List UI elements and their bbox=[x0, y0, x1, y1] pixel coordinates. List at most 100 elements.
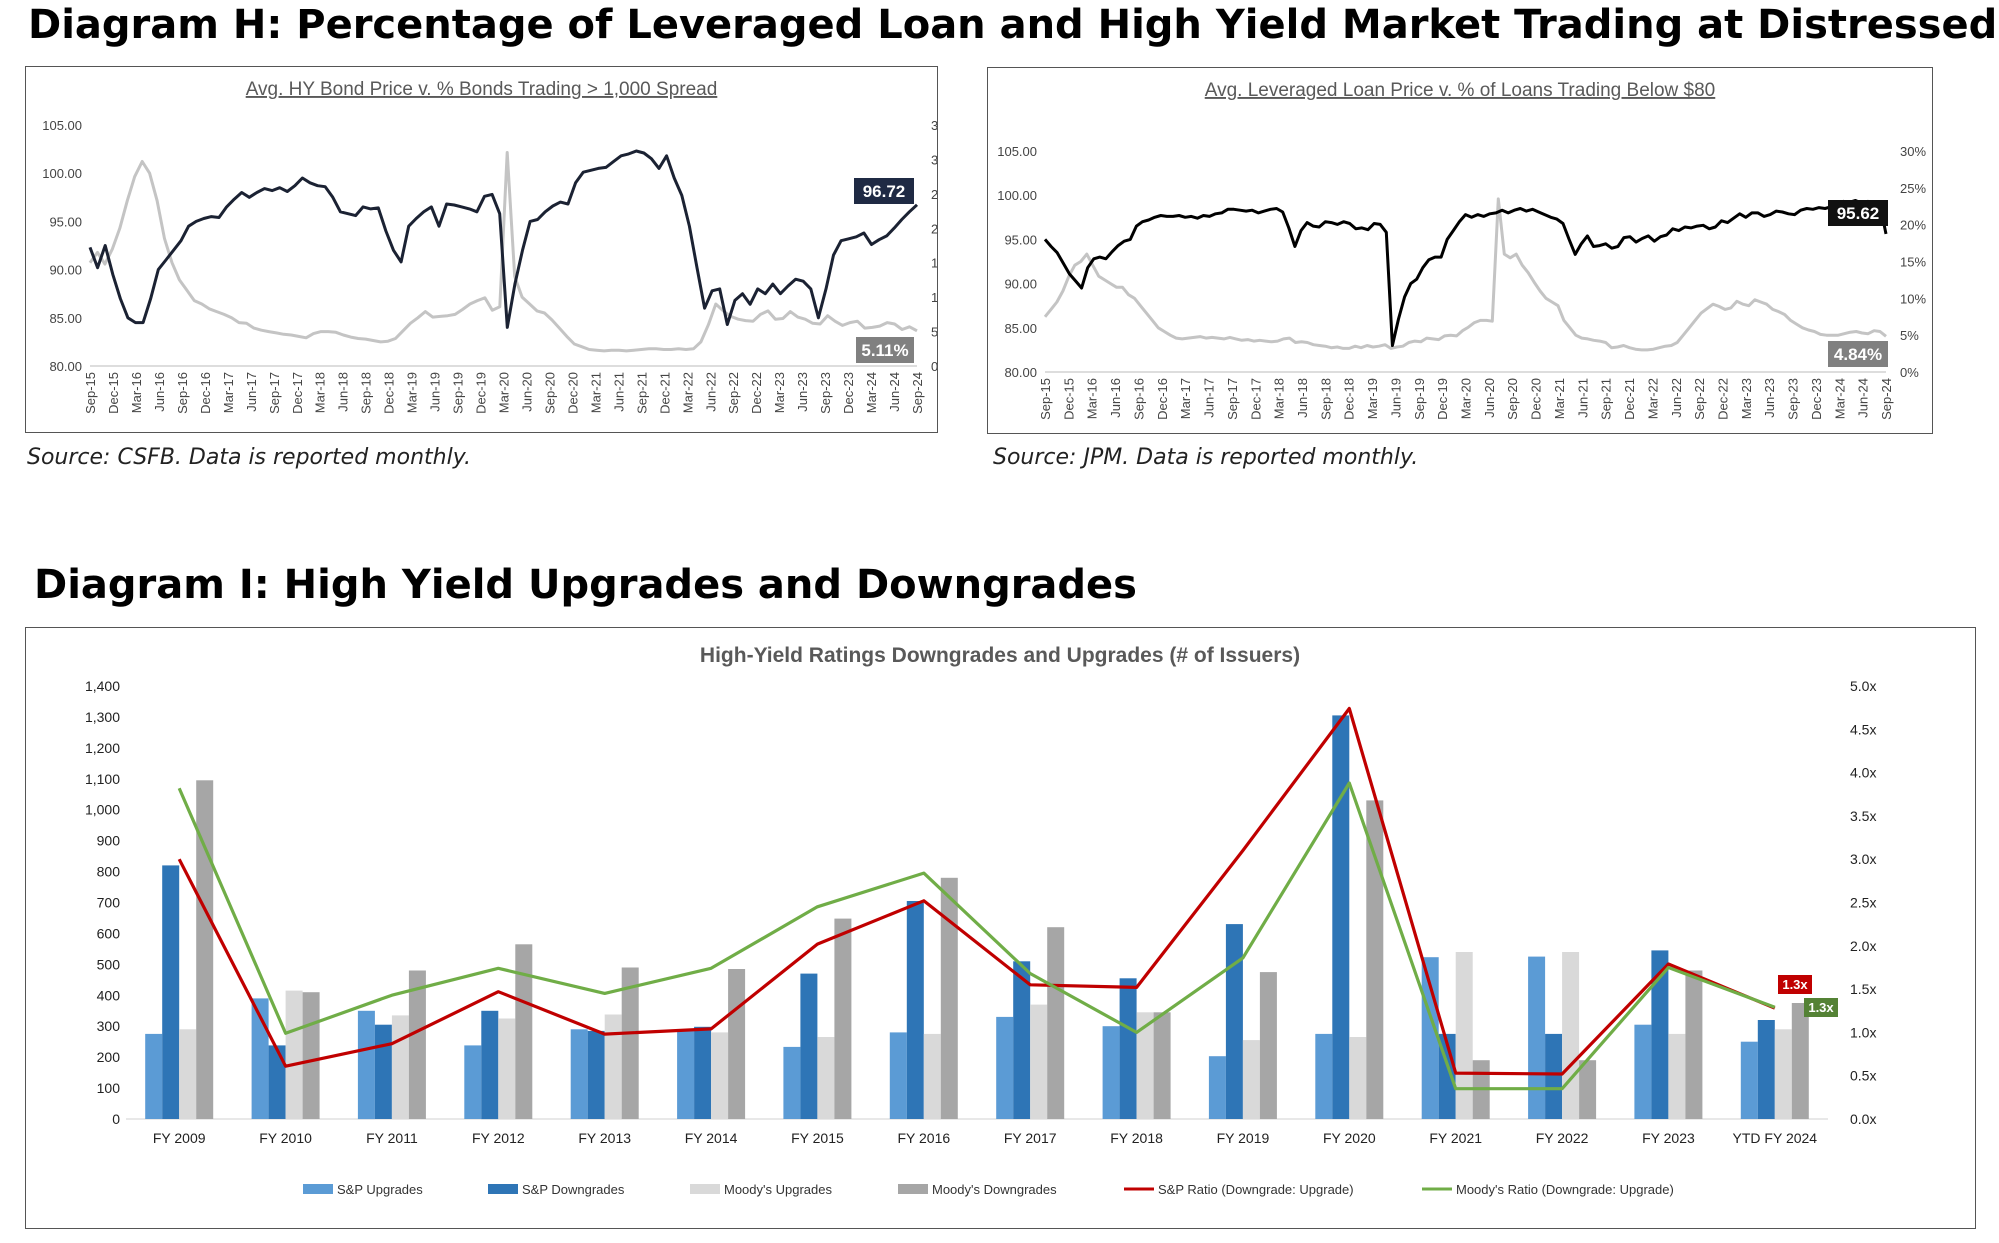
y-right-tick-label: 2.5x bbox=[1850, 895, 1876, 911]
moodys-upgrades-bar bbox=[1774, 1029, 1792, 1119]
y-right-tick-label: 25% bbox=[931, 187, 937, 202]
distressed-callout-box bbox=[856, 337, 914, 363]
x-tick-label: Jun-17 bbox=[244, 372, 259, 412]
moodys-downgrades-bar bbox=[196, 780, 214, 1119]
sp-ratio-callout-box bbox=[1778, 975, 1812, 994]
moodys-upgrades-bar bbox=[817, 1037, 835, 1119]
y-left-tick-label: 90.00 bbox=[49, 263, 82, 278]
sp-upgrades-bar bbox=[996, 1016, 1014, 1119]
diagram-i-heading: Diagram I: High Yield Upgrades and Downg… bbox=[34, 562, 1137, 608]
x-tick-label: Dec-18 bbox=[382, 372, 397, 414]
y-right-tick-label: 10% bbox=[931, 290, 937, 305]
price-callout-box bbox=[854, 178, 914, 204]
moodys-ratio-line bbox=[177, 781, 1776, 1091]
x-tick-label: Sep-16 bbox=[175, 372, 190, 414]
moodys-upgrades-bar bbox=[711, 1032, 729, 1119]
y-left-tick-label: 600 bbox=[97, 925, 121, 941]
x-tick-label: Dec-20 bbox=[1529, 378, 1544, 420]
x-tick-label: Sep-19 bbox=[1412, 378, 1427, 420]
x-tick-label: Sep-20 bbox=[542, 372, 557, 414]
y-left-tick-label: 105.00 bbox=[42, 118, 82, 133]
y-right-tick-label: 5% bbox=[931, 325, 937, 340]
moodys-upgrades-bar bbox=[1455, 952, 1473, 1119]
moodys-upgrades-bar bbox=[179, 1029, 197, 1119]
category-label: FY 2021 bbox=[1429, 1130, 1482, 1146]
y-right-tick-label: 4.5x bbox=[1850, 721, 1876, 737]
x-tick-label: Jun-19 bbox=[428, 372, 443, 412]
x-tick-label: Dec-23 bbox=[841, 372, 856, 414]
category-label: YTD FY 2024 bbox=[1733, 1130, 1818, 1146]
distressed-callout-label: 4.84% bbox=[1834, 345, 1882, 364]
x-tick-label: Sep-18 bbox=[359, 372, 374, 414]
y-left-tick-label: 1,000 bbox=[85, 802, 120, 818]
moodys-ratio-callout-box bbox=[1804, 998, 1838, 1017]
hy-ratings-chart: High-Yield Ratings Downgrades and Upgrad… bbox=[25, 627, 1976, 1229]
category-label: FY 2014 bbox=[685, 1130, 738, 1146]
y-left-tick-label: 1,300 bbox=[85, 709, 120, 725]
moodys-downgrades-bar bbox=[621, 967, 639, 1119]
legend-moodys-downgrades-label: Moody's Downgrades bbox=[932, 1182, 1057, 1197]
y-right-tick-label: 0.0x bbox=[1850, 1111, 1876, 1127]
x-tick-label: Jun-24 bbox=[887, 372, 902, 412]
y-right-tick-label: 0% bbox=[931, 359, 937, 374]
legend-moodys-upgrades-swatch bbox=[690, 1184, 720, 1194]
x-tick-label: Jun-18 bbox=[1295, 378, 1310, 418]
x-tick-label: Sep-18 bbox=[1318, 378, 1333, 420]
legend-moodys-ratio-label: Moody's Ratio (Downgrade: Upgrade) bbox=[1456, 1182, 1674, 1197]
sp-upgrades-bar bbox=[677, 1030, 695, 1119]
y-left-tick-label: 80.00 bbox=[1004, 365, 1037, 380]
sp-downgrades-bar bbox=[1225, 924, 1243, 1119]
x-tick-label: Mar-19 bbox=[1365, 378, 1380, 419]
x-tick-label: Jun-19 bbox=[1388, 378, 1403, 418]
x-tick-label: Jun-21 bbox=[1575, 378, 1590, 418]
category-label: FY 2011 bbox=[366, 1130, 418, 1146]
legend-sp-upgrades-swatch bbox=[303, 1184, 333, 1194]
chart-title: Avg. Leveraged Loan Price v. % of Loans … bbox=[1205, 80, 1716, 101]
category-label: FY 2019 bbox=[1217, 1130, 1270, 1146]
diagram-h-heading: Diagram H: Percentage of Leveraged Loan … bbox=[28, 2, 1998, 48]
x-tick-label: Dec-22 bbox=[749, 372, 764, 414]
x-tick-label: Sep-24 bbox=[910, 372, 925, 414]
x-tick-label: Sep-22 bbox=[1692, 378, 1707, 420]
x-tick-label: Mar-23 bbox=[1739, 378, 1754, 419]
y-right-tick-label: 3.5x bbox=[1850, 808, 1876, 824]
y-right-tick-label: 30% bbox=[1900, 144, 1926, 159]
x-tick-label: Jun-23 bbox=[1762, 378, 1777, 418]
x-tick-label: Sep-21 bbox=[634, 372, 649, 414]
y-left-tick-label: 1,200 bbox=[85, 740, 120, 756]
x-tick-label: Dec-16 bbox=[1155, 378, 1170, 420]
y-left-tick-label: 95.00 bbox=[1004, 232, 1037, 247]
hy-bond-price-svg: Avg. HY Bond Price v. % Bonds Trading > … bbox=[42, 79, 937, 414]
sp-downgrades-bar bbox=[694, 1026, 712, 1119]
y-left-tick-label: 80.00 bbox=[49, 359, 82, 374]
category-label: FY 2017 bbox=[1004, 1130, 1057, 1146]
moodys-upgrades-bar bbox=[1030, 1004, 1048, 1119]
x-tick-label: Jun-20 bbox=[519, 372, 534, 412]
y-right-tick-label: 20% bbox=[1900, 218, 1926, 233]
y-left-tick-label: 500 bbox=[97, 956, 121, 972]
moodys-upgrades-bar bbox=[391, 1015, 409, 1119]
sp-upgrades-bar bbox=[251, 998, 269, 1119]
moodys-downgrades-bar bbox=[408, 970, 426, 1119]
moodys-downgrades-bar bbox=[515, 944, 533, 1119]
x-tick-label: Jun-24 bbox=[1856, 378, 1871, 418]
x-tick-label: Mar-20 bbox=[497, 372, 512, 413]
y-left-tick-label: 800 bbox=[97, 864, 121, 880]
moodys-upgrades-bar bbox=[923, 1033, 941, 1119]
x-tick-label: Sep-17 bbox=[267, 372, 282, 414]
y-right-tick-label: 0% bbox=[1900, 365, 1919, 380]
y-right-tick-label: 1.5x bbox=[1850, 981, 1876, 997]
sp-upgrades-bar bbox=[145, 1033, 163, 1119]
sp-upgrades-bar bbox=[570, 1029, 588, 1119]
sp-upgrades-bar bbox=[1208, 1056, 1226, 1119]
leveraged-loan-price-svg: Avg. Leveraged Loan Price v. % of Loans … bbox=[997, 80, 1926, 420]
y-right-tick-label: 1.0x bbox=[1850, 1024, 1876, 1040]
moodys-downgrades-bar bbox=[1791, 1003, 1809, 1119]
chart-title: Avg. HY Bond Price v. % Bonds Trading > … bbox=[246, 79, 718, 100]
distressed-callout-box bbox=[1828, 341, 1888, 367]
sp-upgrades-bar bbox=[1634, 1024, 1652, 1119]
y-left-tick-label: 300 bbox=[97, 1018, 121, 1034]
moodys-downgrades-bar bbox=[1685, 970, 1703, 1119]
y-left-tick-label: 100.00 bbox=[42, 166, 82, 181]
distressed-pct-series-line bbox=[1043, 197, 1887, 352]
